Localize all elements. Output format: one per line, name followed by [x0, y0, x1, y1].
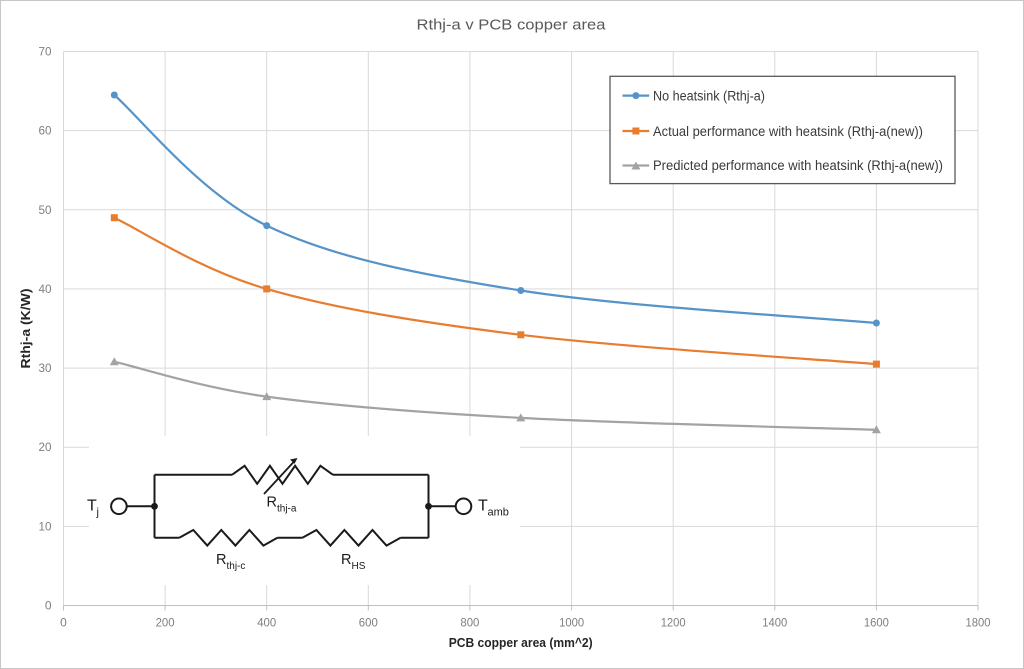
svg-text:0: 0 [60, 616, 67, 630]
svg-text:70: 70 [39, 45, 52, 59]
svg-text:Rthj-a (K/W): Rthj-a (K/W) [18, 289, 33, 369]
svg-text:1800: 1800 [966, 616, 991, 630]
svg-text:R: R [216, 552, 226, 568]
svg-text:40: 40 [39, 282, 52, 296]
svg-text:T: T [478, 498, 488, 515]
svg-text:No heatsink (Rthj-a): No heatsink (Rthj-a) [653, 88, 765, 103]
svg-text:30: 30 [39, 361, 52, 375]
svg-text:800: 800 [460, 616, 479, 630]
svg-text:Rthj-a v PCB copper area: Rthj-a v PCB copper area [417, 16, 607, 33]
svg-text:200: 200 [156, 616, 175, 630]
svg-text:T: T [87, 498, 97, 515]
svg-text:R: R [267, 494, 277, 510]
svg-text:HS: HS [352, 561, 366, 572]
svg-text:400: 400 [257, 616, 276, 630]
svg-text:0: 0 [45, 599, 52, 613]
svg-text:Actual performance with heatsi: Actual performance with heatsink (Rthj-a… [653, 124, 923, 139]
svg-text:50: 50 [39, 203, 52, 217]
svg-text:1600: 1600 [864, 616, 889, 630]
svg-text:1400: 1400 [762, 616, 787, 630]
svg-text:R: R [341, 552, 351, 568]
svg-text:j: j [96, 507, 99, 519]
svg-text:1200: 1200 [661, 616, 686, 630]
svg-text:10: 10 [39, 519, 52, 533]
svg-text:thj-c: thj-c [227, 561, 246, 572]
svg-text:600: 600 [359, 616, 378, 630]
svg-text:60: 60 [39, 124, 52, 138]
svg-text:PCB copper area (mm^2): PCB copper area (mm^2) [449, 635, 593, 650]
svg-text:1000: 1000 [559, 616, 584, 630]
svg-text:amb: amb [488, 507, 509, 519]
svg-text:thj-a: thj-a [277, 504, 297, 515]
svg-text:20: 20 [39, 440, 52, 454]
svg-text:Predicted performance with hea: Predicted performance with heatsink (Rth… [653, 158, 943, 173]
